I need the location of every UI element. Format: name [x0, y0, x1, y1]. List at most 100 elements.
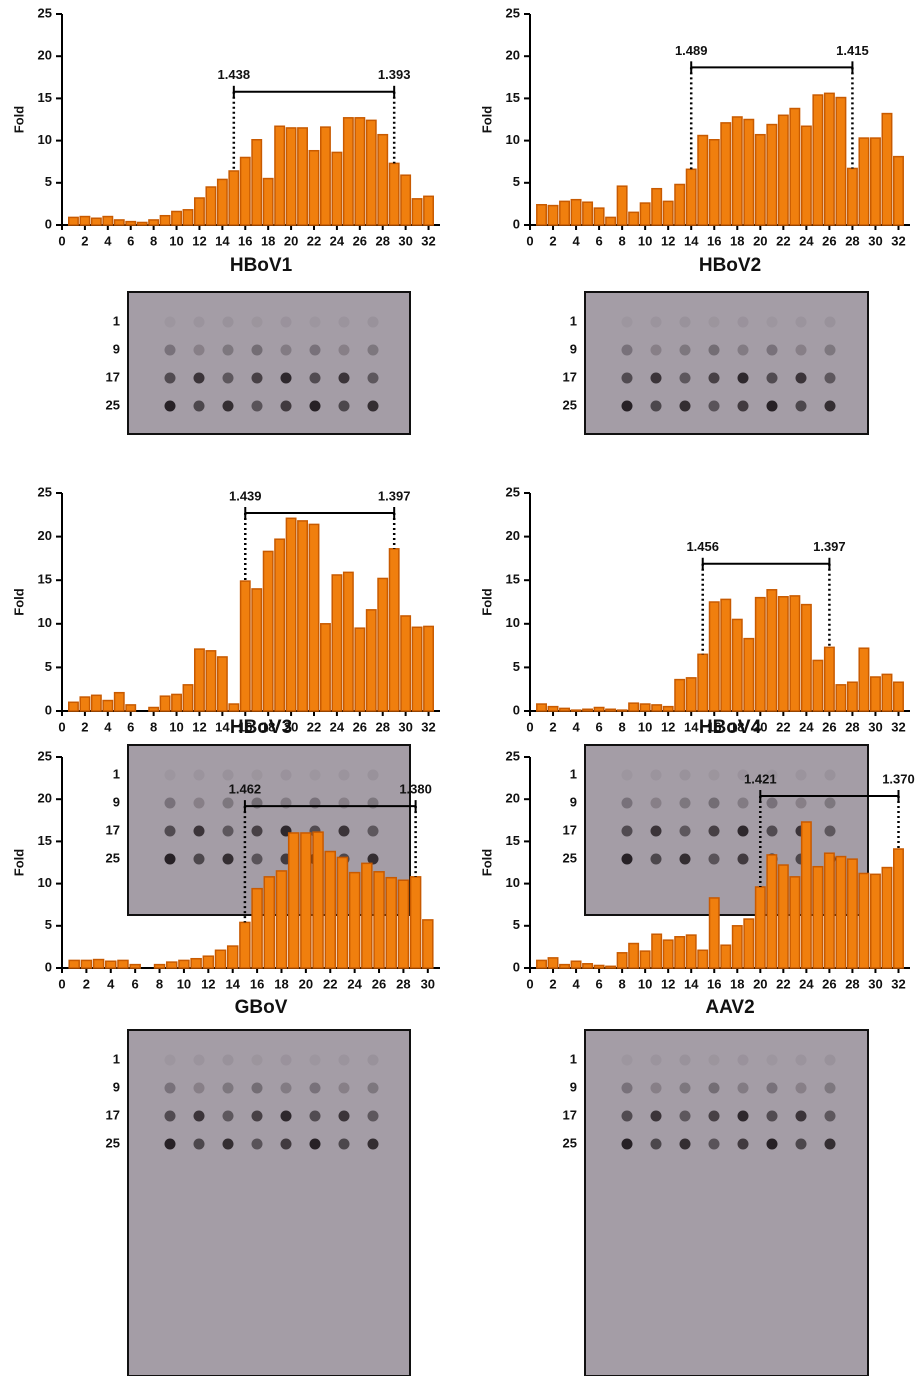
bar: [263, 179, 272, 225]
fraction-label: 1.397: [813, 539, 846, 554]
blot-dot: [825, 1111, 836, 1122]
blot-dot: [825, 826, 836, 837]
bar: [698, 136, 707, 225]
x-tick-label: 6: [595, 233, 602, 248]
bar: [663, 201, 672, 225]
x-tick-label: 32: [891, 719, 905, 734]
blot-dot: [281, 1083, 292, 1094]
blot-dot: [339, 826, 350, 837]
y-tick-label: 25: [506, 5, 520, 20]
x-tick-label: 0: [58, 976, 65, 991]
x-tick-label: 24: [330, 233, 345, 248]
bar: [663, 707, 672, 711]
blot-dot: [194, 1055, 205, 1066]
blot-dot: [709, 1139, 720, 1150]
bar: [298, 128, 307, 225]
y-tick-label: 20: [38, 528, 52, 543]
fraction-label: 1.421: [744, 771, 777, 786]
blot-dot: [825, 798, 836, 809]
x-tick-label: 0: [58, 719, 65, 734]
y-tick-label: 10: [506, 615, 520, 630]
y-tick-label: 25: [38, 5, 52, 20]
bar: [149, 708, 158, 711]
x-tick-label: 18: [274, 976, 288, 991]
x-tick-label: 6: [127, 719, 134, 734]
blot-dot: [622, 401, 633, 412]
blot-row-label: 1: [113, 766, 120, 781]
blot-dot: [651, 401, 662, 412]
blot-dot: [680, 373, 691, 384]
bar: [813, 95, 822, 225]
bar: [767, 590, 776, 711]
bar: [571, 200, 580, 225]
x-tick-label: 8: [150, 719, 157, 734]
panel-title: GBoV: [235, 997, 288, 1018]
blot-dot: [622, 317, 633, 328]
blot-dot: [165, 345, 176, 356]
x-tick-label: 14: [215, 719, 230, 734]
x-tick-label: 8: [156, 976, 163, 991]
dot-blot: [128, 1030, 410, 1376]
x-tick-label: 6: [127, 233, 134, 248]
bar: [663, 940, 672, 968]
bar: [606, 709, 615, 711]
bar: [537, 704, 546, 711]
bar: [275, 539, 284, 711]
bar: [172, 694, 181, 711]
bar: [583, 964, 592, 968]
bar: [640, 203, 649, 225]
blot-dot: [281, 1111, 292, 1122]
bar: [882, 674, 891, 711]
bar: [537, 205, 546, 225]
x-tick-label: 8: [619, 976, 626, 991]
fraction-label: 1.489: [675, 43, 708, 58]
bar: [80, 217, 89, 225]
bar: [675, 937, 684, 968]
dot-blot: [585, 1030, 868, 1376]
blot-dot: [680, 798, 691, 809]
bar: [767, 125, 776, 225]
blot-dot: [709, 854, 720, 865]
x-tick-label: 30: [868, 233, 882, 248]
blot-row-label: 25: [106, 850, 120, 865]
bar: [301, 833, 311, 968]
bar: [149, 220, 158, 225]
blot-dot: [165, 317, 176, 328]
bar: [411, 877, 421, 968]
blot-dot: [281, 345, 292, 356]
x-tick-label: 8: [619, 233, 626, 248]
bar: [756, 135, 765, 225]
bar: [698, 950, 707, 968]
x-tick-label: 14: [684, 976, 699, 991]
bar: [355, 628, 364, 711]
bar: [548, 707, 557, 711]
bar: [389, 549, 398, 711]
bar: [276, 871, 286, 968]
y-tick-label: 20: [506, 528, 520, 543]
bar: [652, 934, 661, 968]
blot-dot: [368, 345, 379, 356]
blot-dot: [738, 1111, 749, 1122]
blot-dot: [368, 1083, 379, 1094]
blot-dot: [281, 1139, 292, 1150]
x-tick-label: 24: [799, 719, 814, 734]
bar: [423, 920, 433, 968]
bar: [871, 874, 880, 968]
blot-dot: [194, 1111, 205, 1122]
x-tick-label: 24: [799, 976, 814, 991]
bar: [583, 709, 592, 711]
bar: [332, 152, 341, 225]
blot-dot: [368, 826, 379, 837]
blot-dot: [767, 798, 778, 809]
blot-dot: [622, 1111, 633, 1122]
x-tick-label: 12: [661, 719, 675, 734]
blot-row-label: 17: [106, 822, 120, 837]
blot-dot: [738, 345, 749, 356]
blot-row-label: 9: [570, 794, 577, 809]
bar: [424, 196, 433, 225]
x-tick-label: 4: [104, 719, 112, 734]
bar: [367, 610, 376, 711]
x-tick-label: 10: [638, 976, 652, 991]
blot-dot: [651, 317, 662, 328]
